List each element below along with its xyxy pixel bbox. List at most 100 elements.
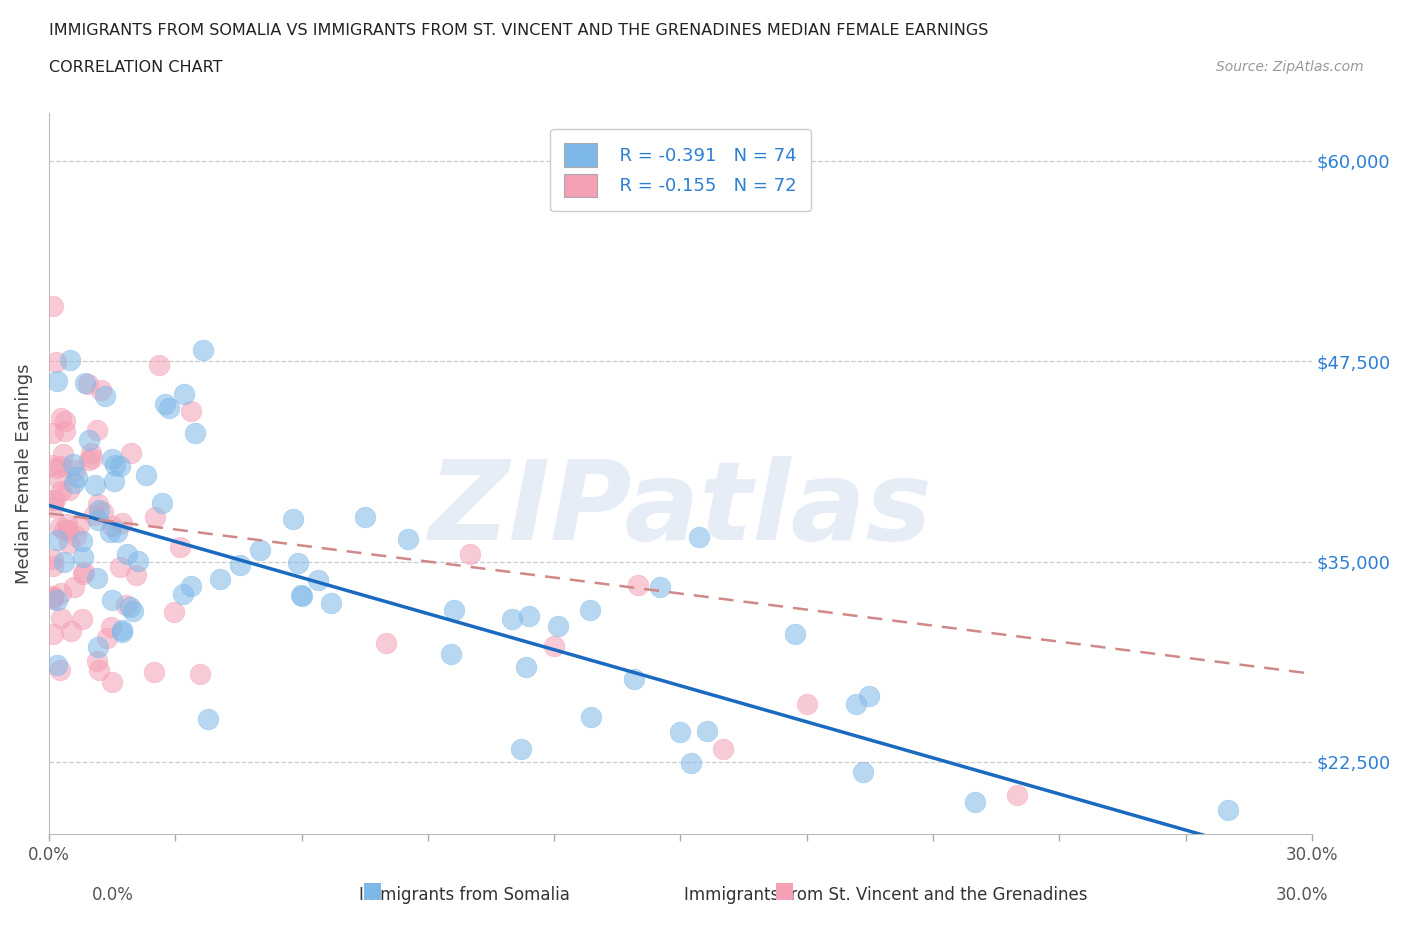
Point xyxy=(290,588,312,603)
Point xyxy=(63,462,86,477)
Point xyxy=(73,376,96,391)
Point xyxy=(49,663,72,678)
Point xyxy=(49,586,72,601)
Point xyxy=(63,476,86,491)
Point xyxy=(45,460,67,475)
Point xyxy=(53,414,76,429)
Point xyxy=(111,515,134,530)
Point xyxy=(111,623,134,638)
Point xyxy=(72,566,94,581)
Point xyxy=(105,525,128,539)
Point xyxy=(70,534,93,549)
Point xyxy=(501,612,523,627)
Point xyxy=(543,638,565,653)
Point xyxy=(94,388,117,403)
Point xyxy=(100,619,122,634)
Point xyxy=(49,411,72,426)
Point xyxy=(135,468,157,483)
Point xyxy=(42,426,65,441)
Point xyxy=(209,572,232,587)
Point xyxy=(669,724,692,739)
Point xyxy=(115,598,138,613)
Point xyxy=(627,578,650,592)
Point xyxy=(103,473,125,488)
Point xyxy=(42,627,65,642)
Point xyxy=(858,689,880,704)
Point xyxy=(87,497,110,512)
Point xyxy=(42,592,65,607)
Point xyxy=(104,458,127,472)
Point xyxy=(86,571,108,586)
Point xyxy=(44,492,66,507)
Point xyxy=(101,451,124,466)
Point xyxy=(648,579,671,594)
Point xyxy=(197,711,219,726)
Point xyxy=(53,554,76,569)
Point xyxy=(155,396,177,411)
Point xyxy=(696,724,718,738)
Point xyxy=(87,663,110,678)
Text: ZIPatlas: ZIPatlas xyxy=(429,456,932,563)
Point xyxy=(42,499,65,514)
Point xyxy=(86,639,108,654)
Point xyxy=(101,592,124,607)
Point xyxy=(443,603,465,618)
Point xyxy=(1216,803,1239,817)
Point xyxy=(796,697,818,711)
Point xyxy=(42,558,65,573)
Point xyxy=(52,446,75,461)
Point xyxy=(287,555,309,570)
Point xyxy=(49,520,72,535)
Point xyxy=(852,764,875,779)
Point xyxy=(65,470,87,485)
Point xyxy=(190,667,212,682)
Point xyxy=(143,510,166,525)
Point xyxy=(59,624,82,639)
Point xyxy=(87,513,110,528)
Point xyxy=(510,741,533,756)
Point xyxy=(83,478,105,493)
Point xyxy=(150,496,173,511)
Point xyxy=(58,536,80,551)
Point xyxy=(965,794,987,809)
Point xyxy=(396,532,419,547)
Point xyxy=(98,525,121,539)
Point xyxy=(90,382,112,397)
Point xyxy=(172,587,194,602)
Point xyxy=(108,458,131,473)
Point xyxy=(46,533,69,548)
Text: 0.0%: 0.0% xyxy=(91,886,134,904)
Point xyxy=(180,579,202,594)
Point xyxy=(52,523,75,538)
Text: CORRELATION CHART: CORRELATION CHART xyxy=(49,60,222,75)
Point xyxy=(163,604,186,619)
Point xyxy=(127,553,149,568)
Point xyxy=(845,697,868,711)
Point xyxy=(173,387,195,402)
Point xyxy=(101,674,124,689)
Point xyxy=(42,551,65,566)
Point xyxy=(83,507,105,522)
Point xyxy=(157,400,180,415)
Point xyxy=(319,595,342,610)
Point xyxy=(73,565,96,579)
Text: ■: ■ xyxy=(363,880,382,900)
Point xyxy=(65,529,87,544)
Point xyxy=(679,756,702,771)
Point xyxy=(1005,788,1028,803)
Point xyxy=(291,589,314,604)
Y-axis label: Median Female Earnings: Median Female Earnings xyxy=(15,363,32,584)
Point xyxy=(191,343,214,358)
Point xyxy=(281,512,304,526)
Point xyxy=(63,579,86,594)
Point xyxy=(91,504,114,519)
Point xyxy=(96,631,118,645)
Point xyxy=(77,432,100,447)
Point xyxy=(120,445,142,460)
Point xyxy=(711,741,734,756)
Text: Immigrants from St. Vincent and the Grenadines: Immigrants from St. Vincent and the Gren… xyxy=(685,886,1087,904)
Text: IMMIGRANTS FROM SOMALIA VS IMMIGRANTS FROM ST. VINCENT AND THE GRENADINES MEDIAN: IMMIGRANTS FROM SOMALIA VS IMMIGRANTS FR… xyxy=(49,23,988,38)
Point xyxy=(515,659,537,674)
Point xyxy=(623,671,645,686)
Point xyxy=(121,604,143,618)
